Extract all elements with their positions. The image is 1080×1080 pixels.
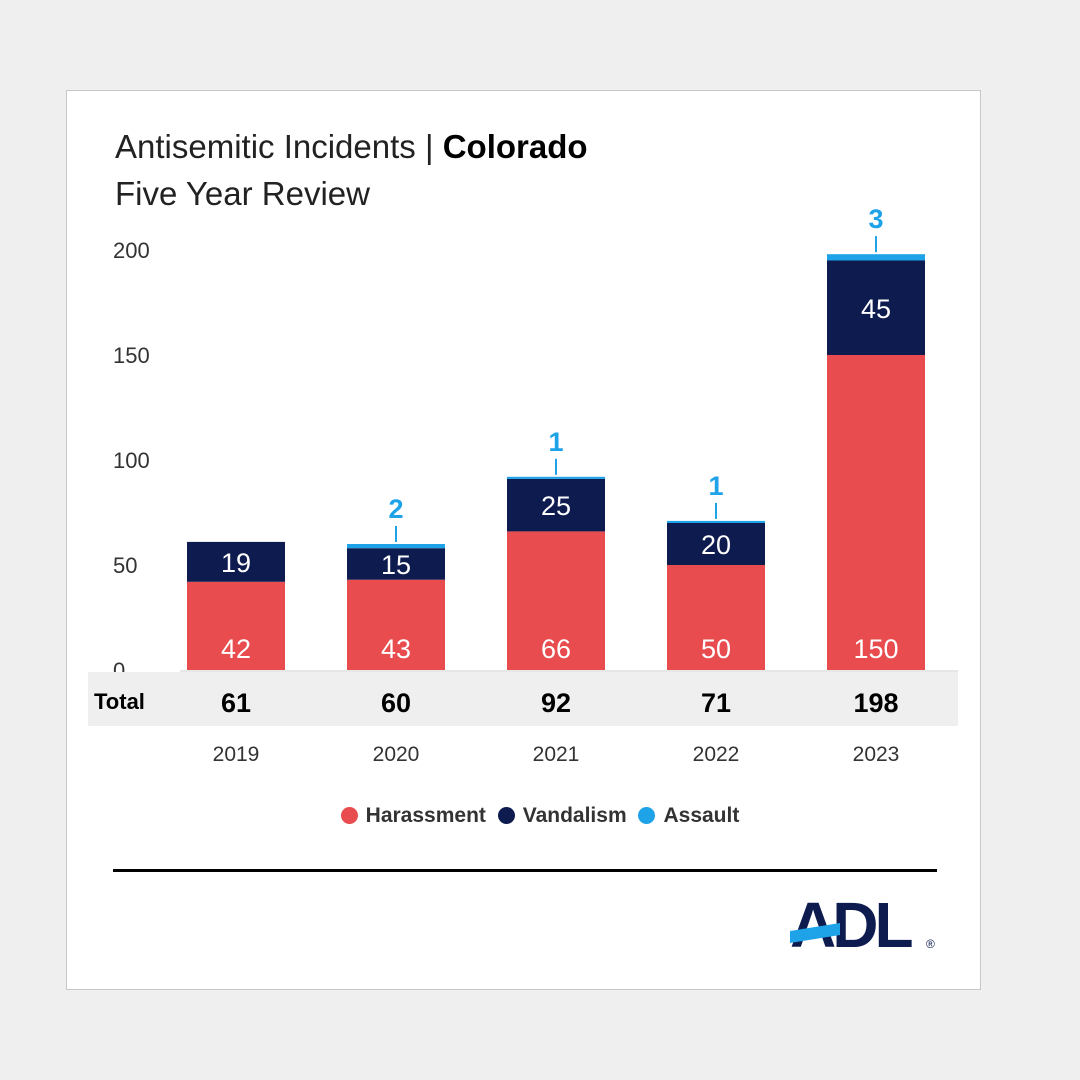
y-tick-label: 150 — [113, 343, 150, 368]
data-label: 43 — [381, 634, 411, 664]
legend-item-assault: Assault — [638, 804, 739, 827]
y-tick-label: 100 — [113, 448, 150, 473]
svg-text:®: ® — [926, 937, 935, 951]
legend-label: Assault — [663, 804, 740, 827]
bar-harassment — [827, 355, 925, 670]
title-prefix: Antisemitic Incidents | — [115, 128, 443, 165]
data-label: 15 — [381, 550, 411, 580]
x-tick-label: 2019 — [213, 743, 260, 766]
data-label: 42 — [221, 634, 251, 664]
legend-item-vandalism: Vandalism — [497, 804, 627, 827]
bar-vandalism — [827, 260, 925, 355]
legend-dot-icon — [638, 807, 656, 824]
totals-label: Total — [94, 689, 145, 714]
bar-assault — [827, 254, 925, 261]
bar-assault — [667, 520, 765, 523]
legend-label: Vandalism — [522, 804, 627, 827]
data-label: 3 — [868, 204, 883, 234]
legend-dot-icon — [497, 807, 515, 824]
bar-vandalism — [667, 523, 765, 565]
data-label: 1 — [548, 427, 563, 457]
title-state: Colorado — [442, 128, 588, 165]
bar-harassment — [347, 579, 445, 670]
svg-text:ADL: ADL — [790, 893, 912, 953]
bar-vandalism — [507, 478, 605, 532]
data-label: 50 — [701, 634, 731, 664]
x-tick-label: 2021 — [533, 743, 580, 766]
bar-harassment — [187, 581, 285, 670]
adl-logo: ADL ® — [790, 893, 935, 953]
bar-vandalism — [347, 548, 445, 580]
bar-assault — [507, 476, 605, 479]
total-value: 198 — [853, 688, 898, 718]
bar-vandalism — [187, 541, 285, 582]
x-tick-label: 2020 — [373, 743, 420, 766]
legend-dot-icon — [340, 807, 358, 824]
chart-title: Antisemitic Incidents | Colorado — [115, 128, 588, 166]
chart-subtitle: Five Year Review — [115, 175, 370, 212]
x-tick-label: 2023 — [853, 743, 900, 766]
data-label: 19 — [221, 548, 251, 578]
data-label: 45 — [861, 294, 891, 324]
data-label: 150 — [853, 634, 898, 664]
total-value: 71 — [701, 688, 731, 718]
bar-harassment — [667, 565, 765, 670]
legend: Harassment Vandalism Assault — [0, 804, 1080, 828]
y-tick-label: 200 — [113, 238, 150, 263]
total-value: 92 — [541, 688, 571, 718]
legend-item-harassment: Harassment — [340, 804, 486, 827]
bar-assault — [347, 544, 445, 549]
data-label: 66 — [541, 634, 571, 664]
bar-harassment — [507, 531, 605, 670]
divider — [113, 869, 937, 872]
data-label: 2 — [388, 494, 403, 524]
legend-label: Harassment — [365, 804, 486, 827]
data-label: 25 — [541, 491, 571, 521]
total-value: 60 — [381, 688, 411, 718]
total-value: 61 — [221, 688, 251, 718]
totals-band — [88, 672, 958, 726]
x-tick-label: 2022 — [693, 743, 740, 766]
data-label: 20 — [701, 530, 731, 560]
y-tick-label: 50 — [113, 553, 137, 578]
data-label: 1 — [708, 471, 723, 501]
